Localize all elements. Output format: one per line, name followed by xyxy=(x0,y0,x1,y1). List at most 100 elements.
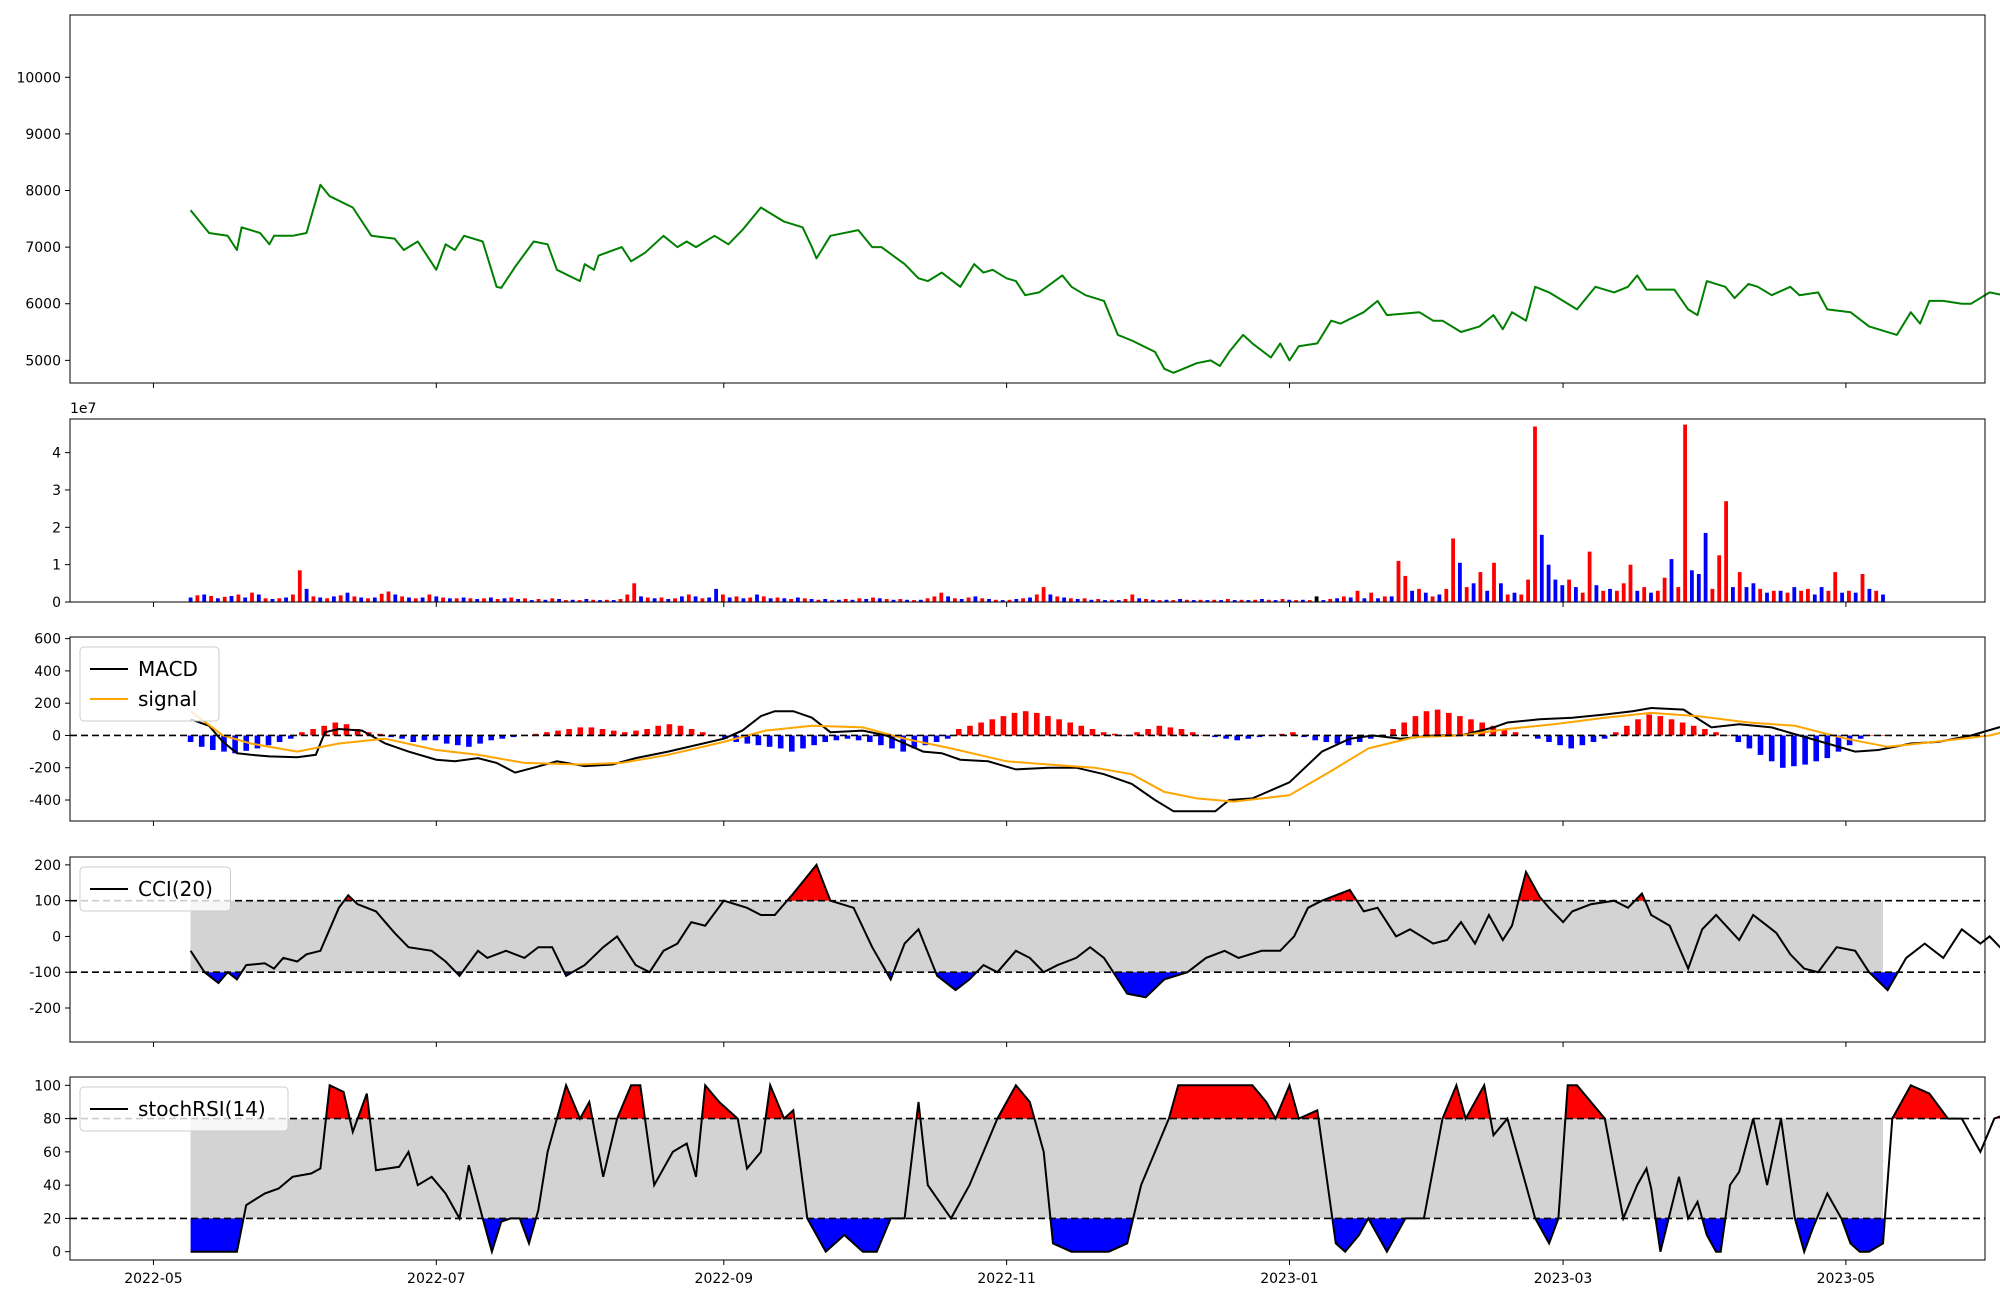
volume-bar xyxy=(222,596,227,602)
macd-histogram-bar xyxy=(1111,733,1118,736)
macd-legend-label: signal xyxy=(138,687,197,711)
volume-bar xyxy=(1731,587,1735,602)
macd-series-MACD-line xyxy=(190,706,2000,813)
volume-bar xyxy=(1164,599,1169,602)
macd-histogram-bar xyxy=(410,735,417,742)
volume-bar xyxy=(291,594,295,602)
macd-histogram-bar xyxy=(1212,735,1218,738)
stochrsi-oversold-fill xyxy=(519,1218,536,1244)
macd-histogram-bar xyxy=(811,735,817,746)
volume-bar xyxy=(188,597,193,602)
volume-bar xyxy=(1717,555,1722,602)
stochrsi-oversold-fill xyxy=(1535,1218,1559,1244)
y-tick-label: 60 xyxy=(43,1145,61,1161)
stochrsi-overbought-fill xyxy=(1275,1085,1299,1119)
macd-histogram-bar xyxy=(1702,729,1708,736)
volume-bar xyxy=(413,598,418,602)
macd-histogram-bar xyxy=(978,722,984,736)
volume-bar xyxy=(420,597,425,602)
macd-histogram-bar xyxy=(1145,729,1151,736)
macd-histogram-bar xyxy=(1245,735,1252,739)
volume-bar xyxy=(359,597,364,602)
macd-histogram-bar xyxy=(777,735,784,749)
volume-bar xyxy=(393,594,398,602)
volume-bar xyxy=(536,599,541,602)
volume-bar xyxy=(448,598,452,602)
volume-bar xyxy=(577,600,582,602)
volume-bar xyxy=(1621,583,1626,602)
stochrsi-legend-label: stochRSI(14) xyxy=(138,1097,266,1121)
volume-bar xyxy=(1765,592,1769,602)
macd-histogram-bar xyxy=(1022,711,1029,736)
volume-bar xyxy=(1587,551,1592,602)
cci-legend-box xyxy=(79,866,231,912)
volume-bar xyxy=(809,599,814,602)
volume-bar xyxy=(1376,598,1380,602)
macd-histogram-bar xyxy=(911,735,918,749)
volume-bar xyxy=(1396,560,1401,602)
volume-bar xyxy=(400,596,404,602)
macd-histogram-bar xyxy=(944,735,951,739)
volume-bar xyxy=(345,592,350,602)
volume-bar xyxy=(304,588,309,602)
volume-bar xyxy=(1696,574,1701,602)
panel-frame-price xyxy=(69,14,1986,384)
macd-histogram-bar xyxy=(700,732,706,736)
volume-bar xyxy=(1048,594,1053,602)
volume-bar xyxy=(645,597,650,602)
x-tick-label: 2023-03 xyxy=(1534,1271,1593,1287)
volume-bar xyxy=(202,594,207,602)
volume-bar xyxy=(284,597,288,602)
macd-histogram-bar xyxy=(265,735,272,746)
macd-histogram-bar xyxy=(889,735,895,749)
volume-bar xyxy=(782,598,787,602)
macd-histogram-bar xyxy=(1067,722,1073,736)
volume-bar xyxy=(850,599,855,602)
y-tick-label: 6000 xyxy=(25,297,61,313)
stochrsi-oversold-fill xyxy=(1368,1218,1406,1252)
volume-bar xyxy=(755,594,759,602)
volume-bar xyxy=(1771,590,1776,602)
volume-bar xyxy=(454,598,459,602)
macd-histogram-bar xyxy=(688,729,695,736)
macd-histogram-bar xyxy=(1045,716,1051,736)
volume-bar xyxy=(1505,594,1510,602)
x-tick-label: 2022-09 xyxy=(695,1271,754,1287)
volume-bar xyxy=(243,597,248,602)
stochrsi-legend-box xyxy=(79,1086,289,1132)
macd-histogram-bar xyxy=(1535,735,1541,739)
volume-bar xyxy=(789,599,793,602)
stochrsi-line xyxy=(190,1081,2000,1256)
macd-histogram-bar xyxy=(933,735,940,742)
x-tick-label: 2022-07 xyxy=(407,1271,466,1287)
volume-bar xyxy=(1533,426,1537,602)
volume-bar xyxy=(318,597,323,602)
macd-histogram-bar xyxy=(1802,735,1808,765)
stochrsi-neutral-band xyxy=(190,1118,1883,1219)
volume-bar xyxy=(1539,534,1544,602)
volume-bar xyxy=(1191,600,1196,602)
volume-bar xyxy=(1348,597,1353,602)
macd-histogram-bar xyxy=(967,725,973,736)
volume-bar xyxy=(871,597,875,602)
stochrsi-overbought-fill xyxy=(1442,1085,1466,1119)
volume-bar xyxy=(311,596,316,602)
volume-bar xyxy=(618,599,623,602)
macd-histogram-bar xyxy=(1401,722,1407,736)
macd-histogram-bar xyxy=(1189,732,1196,736)
volume-bar xyxy=(1608,588,1612,602)
y-tick-label: 1 xyxy=(52,558,61,574)
volume-bar xyxy=(1860,574,1865,602)
volume-bar xyxy=(953,598,957,602)
volume-bar xyxy=(1389,596,1394,602)
macd-histogram-bar xyxy=(1635,719,1641,736)
volume-bar xyxy=(1635,590,1640,602)
volume-bar xyxy=(693,596,698,602)
volume-bar xyxy=(1703,532,1708,602)
volume-bar xyxy=(1185,599,1189,602)
panel-frame-volume xyxy=(69,418,1986,603)
panel-frame-stochrsi xyxy=(69,1076,1986,1261)
volume-bar xyxy=(1751,583,1756,602)
volume-bar xyxy=(1478,572,1483,602)
volume-bar xyxy=(1512,592,1517,602)
